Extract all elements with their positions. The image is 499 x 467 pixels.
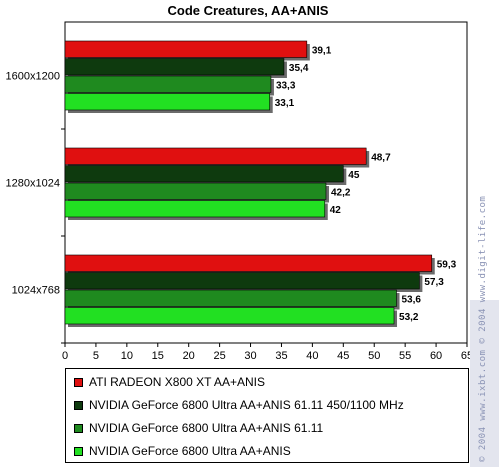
bar [64,182,327,200]
legend-swatch [74,377,83,387]
bar [64,307,395,325]
bar-value-label: 42,2 [331,187,351,198]
legend: ATI RADEON X800 XT AA+ANIS NVIDIA GeForce… [65,368,469,463]
x-tick-label: 20 [183,350,195,362]
category-label: 1600x1200 [6,71,60,83]
x-tick-label: 5 [93,350,99,362]
x-tick-label: 25 [213,350,225,362]
x-tick-label: 50 [368,350,380,362]
bar-value-label: 53,2 [399,312,419,323]
bar [64,40,308,58]
bar-value-label: 33,3 [276,80,296,91]
watermark-panel [470,300,499,467]
x-tick-label: 40 [306,350,318,362]
bar [64,272,420,290]
bar-value-label: 57,3 [424,277,444,288]
legend-label: ATI RADEON X800 XT AA+ANIS [89,375,265,389]
legend-item: ATI RADEON X800 XT AA+ANIS [74,374,265,390]
x-tick-label: 45 [337,350,349,362]
bar [64,289,397,307]
x-tick-label: 60 [430,350,442,362]
x-tick-label: 35 [275,350,287,362]
legend-swatch [74,400,83,410]
bar-value-label: 39,1 [312,45,332,56]
x-tick-label: 0 [62,350,68,362]
legend-item: NVIDIA GeForce 6800 Ultra AA+ANIS [74,443,291,459]
bar [64,200,326,218]
bar [64,75,272,93]
bar-value-label: 33,1 [275,98,295,109]
bar-value-label: 59,3 [437,259,457,270]
bar [64,254,433,272]
bar-value-label: 45 [348,170,360,181]
bar [64,58,285,76]
category-label: 1024x768 [12,285,60,297]
legend-item: NVIDIA GeForce 6800 Ultra AA+ANIS 61.11 [74,420,323,436]
bar-value-label: 42 [330,205,342,216]
legend-label: NVIDIA GeForce 6800 Ultra AA+ANIS [89,444,291,458]
bar [64,165,344,183]
x-tick-label: 15 [152,350,164,362]
legend-label: NVIDIA GeForce 6800 Ultra AA+ANIS 61.11 [89,421,324,435]
x-tick-label: 30 [244,350,256,362]
x-tick-label: 55 [399,350,411,362]
legend-label: NVIDIA GeForce 6800 Ultra AA+ANIS 61.11 … [89,398,404,412]
category-label: 1280x1024 [6,178,60,190]
bar-value-label: 48,7 [371,152,391,163]
bar-value-label: 53,6 [401,294,421,305]
x-tick-label: 10 [121,350,133,362]
bar [64,93,271,111]
bar-value-label: 35,4 [289,63,309,74]
legend-swatch [74,423,83,433]
legend-item: NVIDIA GeForce 6800 Ultra AA+ANIS 61.11 … [74,397,404,413]
watermark-text: © 2004 www.ixbt.com © 2004 www.digit-lif… [478,195,488,462]
legend-swatch [74,446,83,456]
bar [64,147,367,165]
chart-title: Code Creatures, AA+ANIS [168,3,329,18]
